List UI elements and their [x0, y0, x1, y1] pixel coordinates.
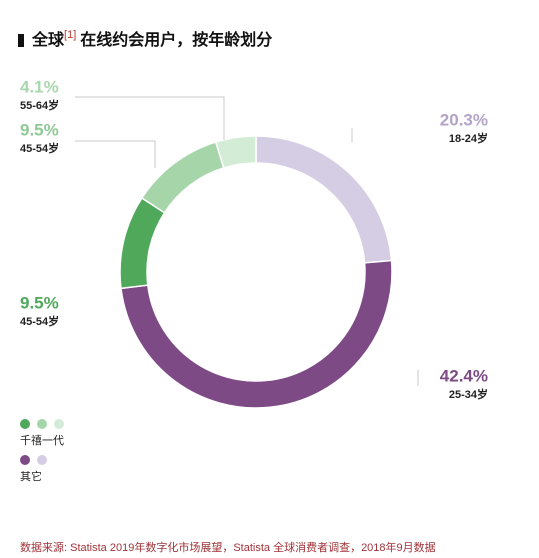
legend-swatch	[54, 419, 64, 429]
legend-swatch	[37, 419, 47, 429]
slice	[140, 141, 225, 214]
legend-label: 千禧一代	[20, 434, 64, 447]
value-label: 4.1%	[20, 77, 59, 96]
legend-swatch	[20, 455, 30, 465]
legend-swatch	[37, 455, 47, 465]
title-main: 全球	[31, 30, 65, 49]
title-note: [1]	[64, 29, 76, 41]
category-label: 45-54岁	[20, 141, 59, 155]
leader-line	[75, 96, 225, 140]
source: 数据来源: Statista 2019年数字化市场展望，Statista 全球消…	[20, 540, 436, 554]
category-label: 18-24岁	[449, 131, 488, 145]
slice	[120, 259, 393, 409]
leader-line	[75, 140, 156, 168]
value-label: 9.5%	[20, 120, 59, 139]
legend-swatch	[20, 419, 30, 429]
title-rest: 在线约会用户，按年龄划分	[80, 30, 272, 49]
slice	[119, 197, 166, 290]
value-label: 42.4%	[440, 366, 488, 385]
legend-label: 其它	[20, 469, 42, 483]
category-label: 25-34岁	[449, 387, 488, 401]
chart-title: 全球[1] 在线约会用户，按年龄划分	[31, 29, 272, 49]
slice	[214, 135, 257, 169]
category-label: 45-54岁	[20, 314, 59, 328]
category-label: 55-64岁	[20, 98, 59, 112]
value-label: 9.5%	[20, 293, 59, 312]
value-label: 20.3%	[440, 110, 488, 129]
slice	[255, 135, 393, 264]
title-marker	[18, 34, 24, 47]
